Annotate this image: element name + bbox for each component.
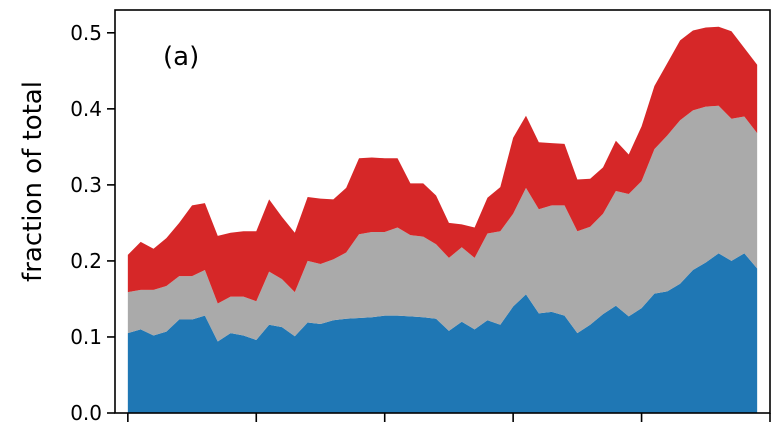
y-tick-label: 0.5 [70, 21, 102, 45]
y-tick-label: 0.3 [70, 173, 102, 197]
panel-annotation: (a) [163, 42, 199, 72]
y-tick-label: 0.4 [70, 97, 102, 121]
plot-frame [114, 9, 771, 414]
y-tick-label: 0.1 [70, 325, 102, 349]
x-axis [127, 413, 771, 422]
y-tick-label: 0.2 [70, 249, 102, 273]
area-series-2 [127, 105, 758, 342]
area-series-1 [127, 253, 758, 413]
y-axis-label: fraction of total [18, 81, 48, 282]
area-series-group [127, 26, 758, 413]
area-series-3 [127, 26, 758, 304]
y-tick-label: 0.0 [70, 401, 102, 425]
y-axis: 0.0 0.1 0.2 0.3 0.4 0.5 [70, 21, 115, 425]
